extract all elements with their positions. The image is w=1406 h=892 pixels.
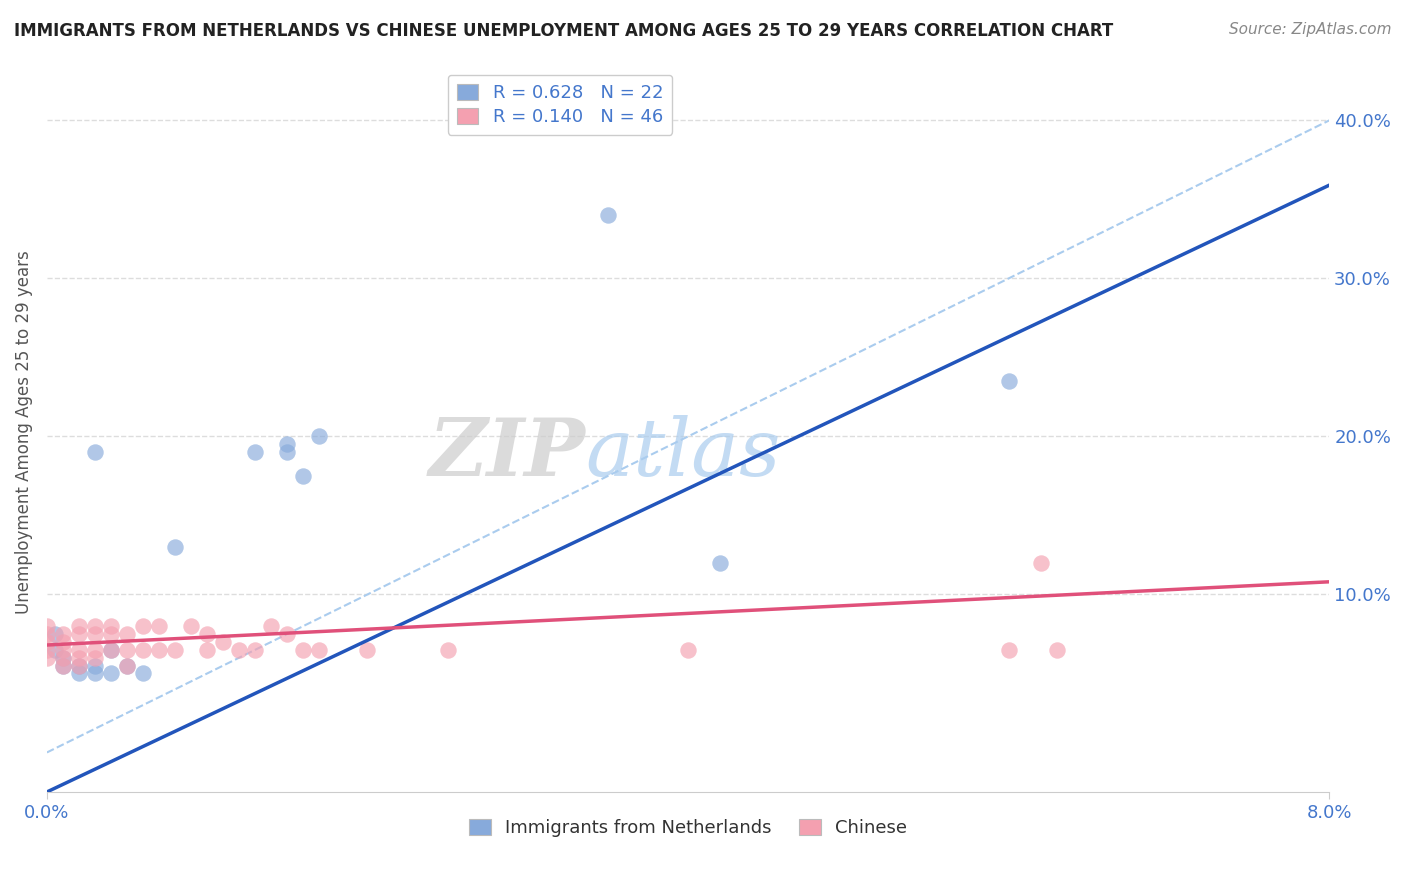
- Point: [997, 642, 1019, 657]
- Point: [260, 619, 283, 633]
- Point: [115, 627, 138, 641]
- Point: [276, 627, 298, 641]
- Point: [308, 642, 330, 657]
- Point: [195, 627, 218, 641]
- Point: [115, 658, 138, 673]
- Point: [84, 445, 107, 459]
- Text: ZIP: ZIP: [429, 416, 585, 492]
- Point: [67, 619, 90, 633]
- Point: [67, 658, 90, 673]
- Point: [100, 627, 122, 641]
- Point: [997, 374, 1019, 388]
- Point: [84, 619, 107, 633]
- Text: atlas: atlas: [585, 416, 780, 492]
- Point: [292, 642, 315, 657]
- Point: [1046, 642, 1069, 657]
- Point: [212, 635, 235, 649]
- Point: [132, 642, 155, 657]
- Point: [44, 642, 66, 657]
- Point: [436, 642, 458, 657]
- Point: [115, 642, 138, 657]
- Point: [84, 642, 107, 657]
- Point: [276, 445, 298, 459]
- Point: [292, 469, 315, 483]
- Point: [52, 635, 75, 649]
- Point: [100, 666, 122, 681]
- Point: [67, 642, 90, 657]
- Point: [44, 627, 66, 641]
- Point: [84, 658, 107, 673]
- Point: [35, 619, 58, 633]
- Point: [52, 650, 75, 665]
- Point: [100, 642, 122, 657]
- Point: [35, 642, 58, 657]
- Point: [100, 642, 122, 657]
- Point: [84, 666, 107, 681]
- Point: [52, 642, 75, 657]
- Text: IMMIGRANTS FROM NETHERLANDS VS CHINESE UNEMPLOYMENT AMONG AGES 25 TO 29 YEARS CO: IMMIGRANTS FROM NETHERLANDS VS CHINESE U…: [14, 22, 1114, 40]
- Y-axis label: Unemployment Among Ages 25 to 29 years: Unemployment Among Ages 25 to 29 years: [15, 251, 32, 615]
- Point: [67, 650, 90, 665]
- Point: [67, 658, 90, 673]
- Point: [180, 619, 202, 633]
- Point: [115, 658, 138, 673]
- Point: [276, 437, 298, 451]
- Point: [148, 619, 170, 633]
- Point: [165, 540, 187, 554]
- Point: [35, 635, 58, 649]
- Point: [52, 658, 75, 673]
- Point: [356, 642, 378, 657]
- Text: Source: ZipAtlas.com: Source: ZipAtlas.com: [1229, 22, 1392, 37]
- Point: [308, 429, 330, 443]
- Point: [709, 556, 731, 570]
- Point: [148, 642, 170, 657]
- Point: [35, 627, 58, 641]
- Point: [67, 627, 90, 641]
- Point: [1029, 556, 1052, 570]
- Point: [52, 658, 75, 673]
- Point: [67, 666, 90, 681]
- Legend: Immigrants from Netherlands, Chinese: Immigrants from Netherlands, Chinese: [463, 812, 914, 844]
- Point: [195, 642, 218, 657]
- Point: [132, 666, 155, 681]
- Point: [84, 627, 107, 641]
- Point: [84, 650, 107, 665]
- Point: [132, 619, 155, 633]
- Point: [165, 642, 187, 657]
- Point: [35, 650, 58, 665]
- Point: [596, 208, 619, 222]
- Point: [676, 642, 699, 657]
- Point: [245, 642, 267, 657]
- Point: [52, 627, 75, 641]
- Point: [52, 650, 75, 665]
- Point: [100, 619, 122, 633]
- Point: [245, 445, 267, 459]
- Point: [228, 642, 250, 657]
